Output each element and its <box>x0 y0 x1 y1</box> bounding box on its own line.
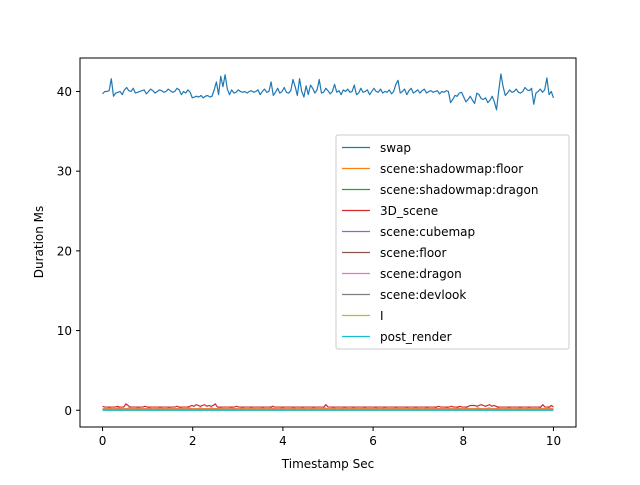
series-layer <box>102 73 555 411</box>
series-line-0 <box>102 73 555 111</box>
series-line-3 <box>102 403 554 408</box>
legend-items: swap scene:shadowmap:floor scene:shadowmap… <box>342 141 538 344</box>
y-axis-label: Duration Ms <box>32 206 46 279</box>
legend-label: I <box>380 309 384 323</box>
legend-label: scene:cubemap <box>380 225 475 239</box>
legend-label: scene:shadowmap:dragon <box>380 183 538 197</box>
legend: swap scene:shadowmap:floor scene:shadowmap… <box>335 134 570 350</box>
x-tick-label: 10 <box>546 434 561 448</box>
x-tick-label: 8 <box>459 434 467 448</box>
y-tick-label: 40 <box>57 85 72 99</box>
x-tick-label: 2 <box>189 434 197 448</box>
legend-frame <box>335 134 570 350</box>
legend-label: 3D_scene <box>380 204 438 218</box>
x-axis-label: Timestamp Sec <box>281 457 374 471</box>
plot-frame <box>79 57 577 428</box>
y-axis-ticks: 0 10 20 30 40 <box>57 85 80 418</box>
x-axis-ticks: 0 2 4 6 8 10 <box>99 427 561 448</box>
x-tick-label: 6 <box>369 434 377 448</box>
y-tick-label: 30 <box>57 165 72 179</box>
y-tick-label: 0 <box>64 404 72 418</box>
y-tick-label: 20 <box>57 244 72 258</box>
legend-label: scene:floor <box>380 246 447 260</box>
legend-label: swap <box>380 141 411 155</box>
legend-label: scene:devlook <box>380 288 466 302</box>
legend-label: scene:dragon <box>380 267 462 281</box>
x-tick-label: 4 <box>279 434 287 448</box>
y-tick-label: 10 <box>57 324 72 338</box>
legend-label: scene:shadowmap:floor <box>380 162 523 176</box>
x-tick-label: 0 <box>99 434 107 448</box>
series-line-1 <box>102 407 554 410</box>
legend-label: post_render <box>380 330 452 344</box>
